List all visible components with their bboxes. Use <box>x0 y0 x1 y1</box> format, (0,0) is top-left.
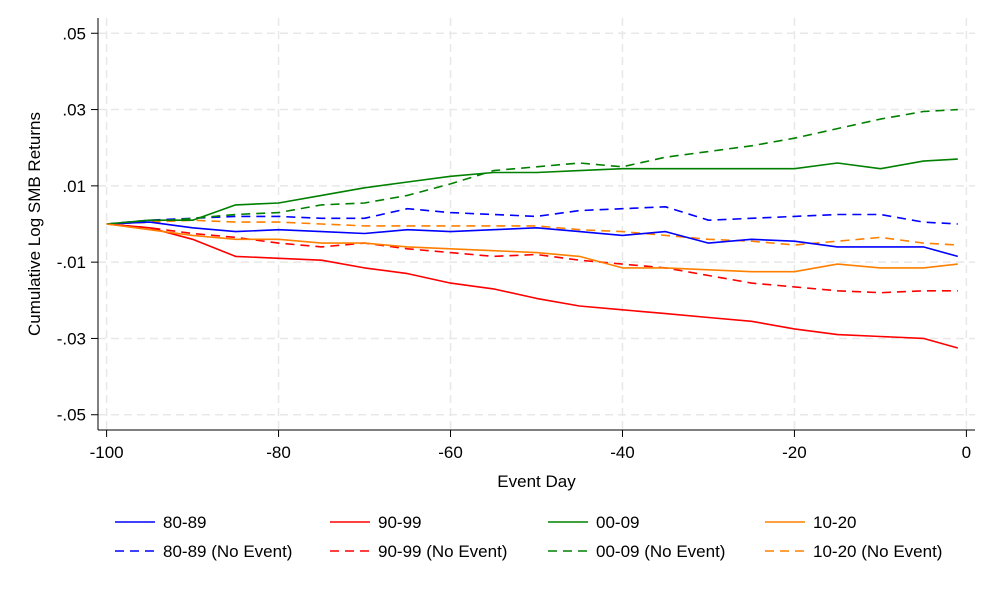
series-line <box>106 223 958 273</box>
y-tick-label: -.03 <box>57 329 86 348</box>
gridlines <box>98 18 975 430</box>
y-tick-label: .03 <box>62 101 86 120</box>
x-tick-label: -60 <box>438 443 463 462</box>
legend-label: 10-20 <box>813 513 856 532</box>
legend-label: 90-99 <box>378 513 421 532</box>
legend-label: 00-09 (No Event) <box>596 542 725 561</box>
y-axis-title: Cumulative Log SMB Returns <box>25 112 44 336</box>
series-line <box>106 158 958 225</box>
axes: .05 .03 .01 -.01 -.03 -.05-100 -80 -60 -40 -20 0 <box>57 18 975 462</box>
legend-label: 10-20 (No Event) <box>813 542 942 561</box>
y-tick-label: -.05 <box>57 406 86 425</box>
legend-label: 80-89 <box>163 513 206 532</box>
series-line <box>106 108 958 225</box>
x-tick-label: -80 <box>266 443 291 462</box>
series-line <box>106 206 958 225</box>
x-tick-label: -20 <box>782 443 807 462</box>
y-tick-label: .05 <box>62 24 86 43</box>
x-tick-label: -100 <box>90 443 124 462</box>
x-tick-label: -40 <box>610 443 635 462</box>
legend-label: 00-09 <box>596 513 639 532</box>
legend-label: 90-99 (No Event) <box>378 542 507 561</box>
series-line <box>106 223 959 349</box>
legend-label: 80-89 (No Event) <box>163 542 292 561</box>
x-tick-label: 0 <box>962 443 971 462</box>
x-axis-title: Event Day <box>497 472 576 491</box>
legend: 80-89 90-99 00-09 10-20 80-89 (No Event) 90-9… <box>115 513 942 561</box>
y-tick-label: .01 <box>62 177 86 196</box>
series-line <box>106 219 958 246</box>
series-line <box>106 221 959 258</box>
y-tick-label: -.01 <box>57 253 86 272</box>
series-line <box>106 223 958 294</box>
series-layer <box>106 108 959 349</box>
